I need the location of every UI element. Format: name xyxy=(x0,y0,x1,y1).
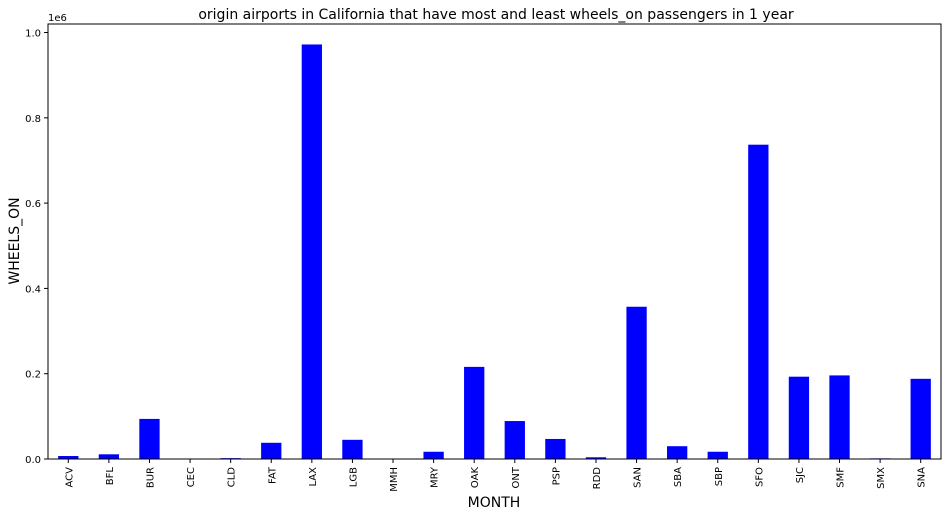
x-axis-ticks: ACV BFL BUR CEC CLD FAT LAX LGB MMH MRY OAK ONT PSP R… xyxy=(64,459,928,492)
bar-rdd xyxy=(585,457,607,459)
x-tick-label: LGB xyxy=(348,467,359,487)
y-tick-label: 0.6 xyxy=(25,199,41,210)
bar-lax xyxy=(301,44,322,460)
x-tick-label: FAT xyxy=(267,466,278,484)
bar-sbp xyxy=(707,451,728,459)
x-tick-label: ACV xyxy=(64,467,75,488)
x-axis-label: MONTH xyxy=(468,495,521,511)
y-tick-label: 1.0 xyxy=(25,29,41,40)
x-tick-label: SMF xyxy=(836,467,847,488)
x-tick-label: MRY xyxy=(430,466,441,488)
bar-sjc xyxy=(788,376,810,459)
x-tick-label: SMX xyxy=(876,467,887,489)
x-tick-label: BUR xyxy=(145,467,156,488)
bar-sba xyxy=(667,446,688,459)
x-tick-label: ONT xyxy=(511,466,522,488)
bar-acv xyxy=(58,456,79,459)
x-tick-label: SFO xyxy=(754,467,765,487)
x-tick-label: SAN xyxy=(633,467,644,488)
y-axis-ticks: 0.0 0.2 0.4 0.6 0.8 1.0 xyxy=(25,29,48,466)
x-tick-label: OAK xyxy=(470,467,481,489)
x-tick-label: RDD xyxy=(592,467,603,490)
bar-sna xyxy=(910,378,931,459)
bar-bur xyxy=(139,418,160,459)
x-tick-label: CEC xyxy=(186,467,197,487)
bar-ont xyxy=(504,421,525,459)
x-tick-label: SBP xyxy=(714,467,725,486)
bar-mry xyxy=(423,451,444,459)
bar-bfl xyxy=(98,454,120,459)
x-tick-label: CLD xyxy=(227,467,238,488)
x-tick-label: SJC xyxy=(795,467,806,483)
y-tick-label: 0.0 xyxy=(25,455,41,466)
bar-oak xyxy=(464,366,485,459)
bar-series xyxy=(58,44,931,460)
bar-fat xyxy=(261,442,282,459)
y-tick-label: 0.8 xyxy=(25,114,41,125)
x-tick-label: PSP xyxy=(551,467,562,485)
plot-frame xyxy=(47,23,942,460)
bar-lgb xyxy=(342,439,363,459)
y-tick-label: 0.2 xyxy=(25,370,41,381)
bar-sfo xyxy=(748,144,769,460)
x-tick-label: SBA xyxy=(673,467,684,487)
x-tick-label: SNA xyxy=(917,467,928,488)
chart-title: origin airports in California that have … xyxy=(198,7,794,23)
x-tick-label: MMH xyxy=(389,467,400,492)
x-tick-label: BFL xyxy=(105,467,116,486)
y-axis-label: WHEELS_ON xyxy=(7,197,23,284)
bar-psp xyxy=(545,438,566,459)
y-tick-label: 0.4 xyxy=(25,284,41,295)
bar-san xyxy=(626,306,647,459)
bar-smf xyxy=(829,375,850,459)
x-tick-label: LAX xyxy=(308,467,319,487)
y-axis-offset-text: 1e6 xyxy=(48,13,67,24)
